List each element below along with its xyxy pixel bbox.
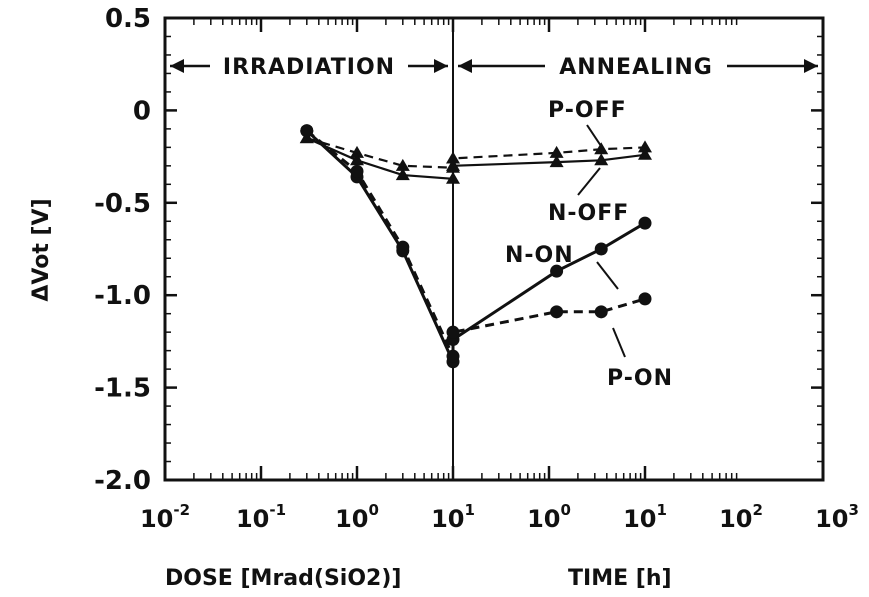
marker-p-off <box>594 142 609 155</box>
marker-p-on <box>446 349 460 363</box>
y-tick-label: -2.0 <box>94 466 151 496</box>
marker-p-on <box>446 325 460 339</box>
tick-marks <box>163 16 825 482</box>
label-p-off: P-OFF <box>548 98 627 123</box>
irradiation-label: IRRADIATION <box>223 55 395 80</box>
marker-p-on <box>638 292 652 306</box>
label-n-off: N-OFF <box>548 201 629 226</box>
marker-n-on <box>550 264 564 278</box>
marker-n-off <box>594 153 609 166</box>
marker-p-on <box>550 305 564 319</box>
irradiation-phase-marker: IRRADIATION <box>170 55 448 80</box>
marker-n-off <box>395 168 410 181</box>
x-axis-title-dose: DOSE [Mrad(SiO2)] <box>165 566 401 591</box>
x-tick-label: 101 <box>431 501 475 533</box>
y-tick-label: -1.0 <box>94 281 151 311</box>
series-markers <box>299 124 652 369</box>
pointer-n-on <box>596 261 619 290</box>
y-tick-label: 0.5 <box>105 4 151 34</box>
label-n-on: N-ON <box>505 243 574 268</box>
pointer-n-off <box>577 167 601 196</box>
x-tick-label: 102 <box>719 501 763 533</box>
marker-p-on <box>300 124 314 138</box>
x-axis-title-time: TIME [h] <box>568 566 672 591</box>
marker-p-on <box>594 305 608 319</box>
label-p-on: P-ON <box>607 366 673 391</box>
x-tick-label: 100 <box>527 501 571 533</box>
pointer-p-on <box>612 327 626 358</box>
marker-n-off <box>350 153 364 166</box>
marker-n-on <box>638 216 652 230</box>
marker-p-on <box>350 164 364 178</box>
marker-n-on <box>594 242 608 256</box>
marker-p-off <box>446 151 460 164</box>
x-tick-label: 10-1 <box>236 501 286 533</box>
x-tick-label: 103 <box>815 501 859 533</box>
marker-p-off <box>395 158 410 171</box>
marker-n-off <box>638 147 652 160</box>
plot-frame <box>163 16 825 482</box>
marker-n-off <box>446 158 460 171</box>
series-labels: P-OFF N-OFF N-ON P-ON <box>505 98 673 391</box>
x-tick-label: 100 <box>335 501 379 533</box>
marker-p-off <box>638 140 652 153</box>
marker-p-off <box>350 145 364 158</box>
y-tick-label: -1.5 <box>94 374 151 404</box>
y-tick-label: -0.5 <box>94 189 151 219</box>
marker-n-off <box>446 171 460 184</box>
x-tick-label: 10-2 <box>140 501 190 533</box>
pointer-p-off <box>586 124 606 153</box>
y-tick-labels: 0.5 0 -0.5 -1.0 -1.5 -2.0 <box>94 4 151 496</box>
annealing-phase-marker: ANNEALING <box>458 55 818 80</box>
x-tick-labels: 10-2 10-1 100 101 100 101 102 103 <box>140 501 859 533</box>
x-tick-label: 101 <box>623 501 667 533</box>
annealing-label: ANNEALING <box>559 55 713 80</box>
marker-p-off <box>549 145 564 158</box>
y-tick-label: 0 <box>133 96 151 126</box>
marker-p-on <box>396 240 410 254</box>
y-axis-title: ΔVot [V] <box>29 198 54 301</box>
marker-n-off <box>549 155 564 168</box>
